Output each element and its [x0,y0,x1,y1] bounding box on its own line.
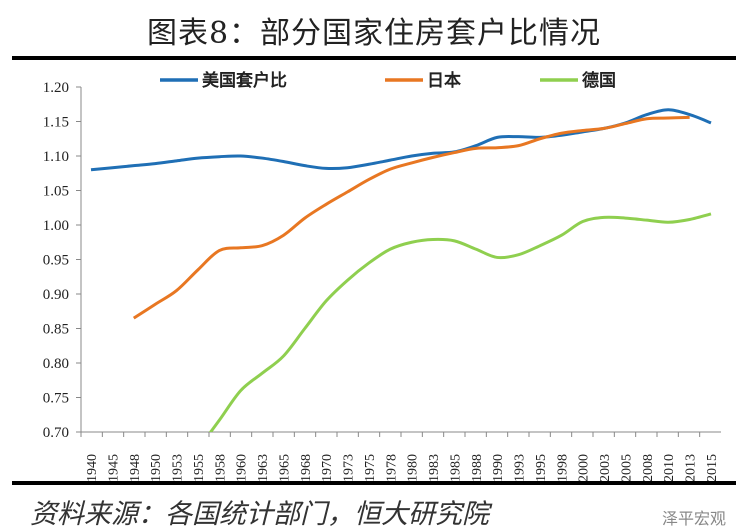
x-tick-label: 2013 [684,454,699,482]
x-tick-label: 1940 [85,454,100,482]
y-tick-label: 0.85 [43,322,69,338]
x-tick-label: 1993 [513,454,528,482]
y-tick-label: 0.95 [43,253,69,269]
y-tick-label: 1.15 [43,115,69,131]
y-tick-label: 1.10 [43,149,69,165]
x-tick-label: 1980 [406,454,421,482]
watermark: 泽平宏观 [661,509,726,527]
x-tick-label: 1963 [256,454,271,482]
x-tick-label: 1998 [555,454,570,482]
x-tick-label: 1990 [491,454,506,482]
y-tick-label: 1.05 [43,184,69,200]
x-tick-label: 1970 [320,454,335,482]
x-tick-label: 1988 [470,454,485,482]
x-tick-label: 2000 [577,454,592,482]
x-tick-label: 1973 [342,454,357,482]
y-tick-label: 0.80 [43,356,69,372]
bottom-rule [12,481,736,485]
legend-label: 德国 [582,70,616,90]
series-line-3 [208,212,712,432]
y-tick-label: 0.90 [43,287,69,303]
top-rule [12,56,736,60]
source-note: 资料来源：各国统计部门，恒大研究院 [30,499,489,527]
x-tick-label: 1953 [171,454,186,482]
x-tick-label: 1955 [192,454,207,482]
chart-title: 图表8：部分国家住房套户比情况 [146,16,602,51]
x-tick-label: 1983 [427,454,442,482]
x-tick-label: 1958 [213,454,228,482]
x-tick-label: 2003 [598,454,613,482]
legend-label: 美国套户比 [202,70,287,90]
x-tick-label: 1968 [299,454,314,482]
legend-label: 日本 [427,70,461,90]
series-line-2 [132,115,690,320]
x-tick-label: 1950 [149,454,164,482]
x-tick-label: 1965 [277,454,292,482]
x-tick-label: 1945 [106,454,121,482]
y-tick-label: 0.70 [43,425,69,441]
x-tick-label: 1985 [448,454,463,482]
x-tick-label: 1975 [363,454,378,482]
x-tick-label: 2015 [705,454,720,482]
x-tick-label: 1978 [384,454,399,482]
x-tick-label: 1960 [235,454,250,482]
x-tick-label: 1948 [128,454,143,482]
x-tick-label: 2005 [619,454,634,482]
x-tick-label: 2008 [641,454,656,482]
series-line-1 [90,108,712,172]
line-chart: 0.70 0.75 0.80 0.85 0.90 0.95 1.00 1.05 1.10 1.15… [43,70,721,482]
x-tick-label: 2010 [662,454,677,482]
x-tick-label: 1995 [534,454,549,482]
y-tick-label: 1.00 [43,218,69,234]
y-tick-label: 1.20 [43,80,69,96]
y-tick-label: 0.75 [43,391,69,407]
